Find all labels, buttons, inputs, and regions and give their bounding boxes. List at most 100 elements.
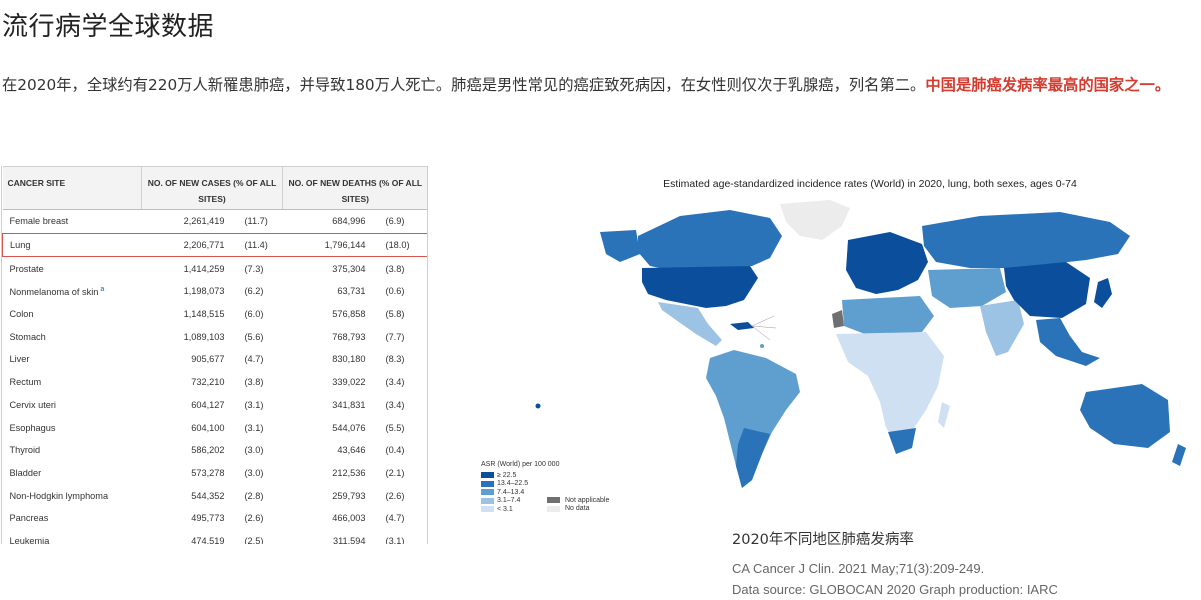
table-cell-new-deaths-text: 375,304 [332,263,366,274]
legend-title: ASR (World) per 100 000 [481,461,560,468]
legend-item: 13.4–22.5 [481,480,559,489]
table-cell-new-cases-text: 474,519 [191,535,225,544]
map-title: Estimated age-standardized incidence rat… [663,178,1077,190]
table-cell-new-cases-pct-text: (5.6) [244,331,264,342]
table-cell-new-cases-pct: (3.0) [239,462,283,485]
map-callout-line [751,325,771,341]
table-cell-site: Esophagus [3,416,142,439]
table-cell-new-deaths-text: 311,594 [332,535,366,544]
map-region-russia [922,212,1130,268]
table-cell-site-text: Prostate [9,263,44,274]
table-cell-new-deaths-pct-text: (6.9) [385,216,405,227]
table-cell-new-cases-pct-text: (3.0) [244,445,264,456]
table-cell-site: Leukemia [3,530,142,544]
table-cell-new-deaths-pct-text: (0.6) [385,286,405,297]
table-cell-site-text: Colon [9,309,34,320]
table-cell-new-cases-text: 1,148,515 [183,309,225,320]
table-cell-site-text: Stomach [9,331,46,342]
table-cell-new-deaths-text: 830,180 [332,354,366,365]
table-cell-new-deaths: 466,003 [283,507,380,530]
legend-swatch [481,472,494,479]
table-cell-new-cases: 2,261,419 [142,210,239,234]
citation-source: Data source: GLOBOCAN 2020 Graph product… [732,582,1058,597]
footnote-marker[interactable]: a [100,285,105,293]
table-cell-new-cases-pct: (2.6) [239,507,283,530]
table-cell-new-cases: 1,198,073 [142,280,239,303]
table-cell-new-cases-pct-text: (3.1) [244,399,264,410]
table-cell-site: Liver [3,348,142,371]
legend-item: No data [547,505,609,514]
table-cell-new-deaths: 375,304 [283,257,380,280]
table-cell-new-cases-text: 1,089,103 [183,331,225,342]
table-cell-site-text: Liver [9,354,30,365]
table-cell-new-cases-pct: (11.4) [238,232,283,258]
table-cell-new-deaths: 63,731 [283,280,380,303]
table-cell-new-cases-text: 905,677 [191,354,225,365]
map-region-argentina [736,428,770,488]
table-cell-new-deaths-pct: (3.4) [380,371,427,394]
table-cell-site-text: Lung [10,240,31,251]
legend-swatch [481,480,494,487]
table-cell-new-deaths-pct: (7.7) [380,325,427,348]
map-callout-line [751,315,775,327]
table-row: Liver 905,677 (4.7) 830,180 (8.3) [3,348,428,371]
table-cell-new-deaths-pct-text: (3.1) [385,535,405,544]
table-cell-new-cases-text: 573,278 [191,467,225,478]
table-cell-new-cases-pct-text: (3.0) [244,467,264,478]
legend-swatch [481,497,494,504]
table-cell-new-deaths: 1,796,144 [282,232,380,258]
table-cell-site: Stomach [3,325,142,348]
map-legend: ASR (World) per 100 000 ≥ 22.5 13.4–22.5 7… [481,461,559,514]
legend-label: 13.4–22.5 [497,480,529,488]
table-cell-new-cases-pct-text: (7.3) [244,263,264,274]
table-cell-site-text: Thyroid [9,445,41,456]
legend-item: 7.4–13.4 [481,488,559,497]
legend-item: 3.1–7.4 [481,497,559,506]
table-cell-new-cases-text: 604,127 [191,399,225,410]
table-cell-site-text: Nonmelanoma of skin [9,286,99,297]
map-region-india [980,300,1024,356]
table-cell-site: Colon [3,303,142,326]
table-cell-new-cases-pct-text: (6.0) [244,309,264,320]
map-callout-line [751,325,777,329]
table-cell-site-text: Pancreas [9,513,49,524]
table-cell-new-deaths-text: 341,831 [332,399,366,410]
table-cell-new-cases-pct-text: (2.6) [244,513,264,524]
table-cell-new-cases-pct: (3.0) [239,439,283,462]
table-cell-new-deaths: 341,831 [283,394,380,417]
world-map [535,200,1186,488]
map-island-marker [535,403,541,409]
table-cell-new-cases-text: 586,202 [191,445,225,456]
table-cell-new-cases-pct: (4.7) [239,348,283,371]
legend-label: No data [565,505,590,513]
table-cell-new-deaths-pct: (5.5) [380,416,427,439]
legend-swatch [481,489,494,496]
table-cell-new-cases-pct: (6.2) [239,280,283,303]
map-region-new-zealand [1172,444,1186,466]
table-cell-new-deaths: 768,793 [283,325,380,348]
table-cell-new-cases-text: 2,206,771 [183,240,225,251]
table-cell-new-deaths-pct-text: (0.4) [385,445,405,456]
table-cell-new-deaths-pct: (4.7) [380,507,427,530]
table-row: Thyroid 586,202 (3.0) 43,646 (0.4) [3,439,428,462]
table-cell-new-cases-pct: (2.8) [239,484,283,507]
legend-label: 7.4–13.4 [497,488,525,496]
citation-journal: CA Cancer J Clin. 2021 May;71(3):209-249… [732,561,985,576]
table-row: Prostate 1,414,259 (7.3) 375,304 (3.8) [3,257,428,280]
table-cell-new-cases-text: 544,352 [191,490,225,501]
table-cell-new-deaths-pct: (0.4) [380,439,427,462]
table-cell-new-cases: 1,148,515 [142,303,239,326]
table-cell-site: Rectum [3,371,142,394]
table-cell-new-cases-pct-text: (3.8) [244,377,264,388]
table-cell-new-deaths: 212,536 [283,462,380,485]
table-cell-new-deaths-pct-text: (4.7) [385,513,405,524]
table-cell-new-cases: 495,773 [142,507,239,530]
legend-label: ≥ 22.5 [497,471,517,479]
map-region-china [1004,262,1090,318]
table-cell-new-cases: 474,519 [142,530,239,544]
table-cell-new-deaths-text: 1,796,144 [324,240,366,251]
table-cell-new-cases-pct: (6.0) [239,303,283,326]
map-region-madagascar [938,402,950,428]
table-cell-new-deaths: 684,996 [283,210,380,234]
table-cell-site-text: Non-Hodgkin lymphoma [9,490,109,501]
